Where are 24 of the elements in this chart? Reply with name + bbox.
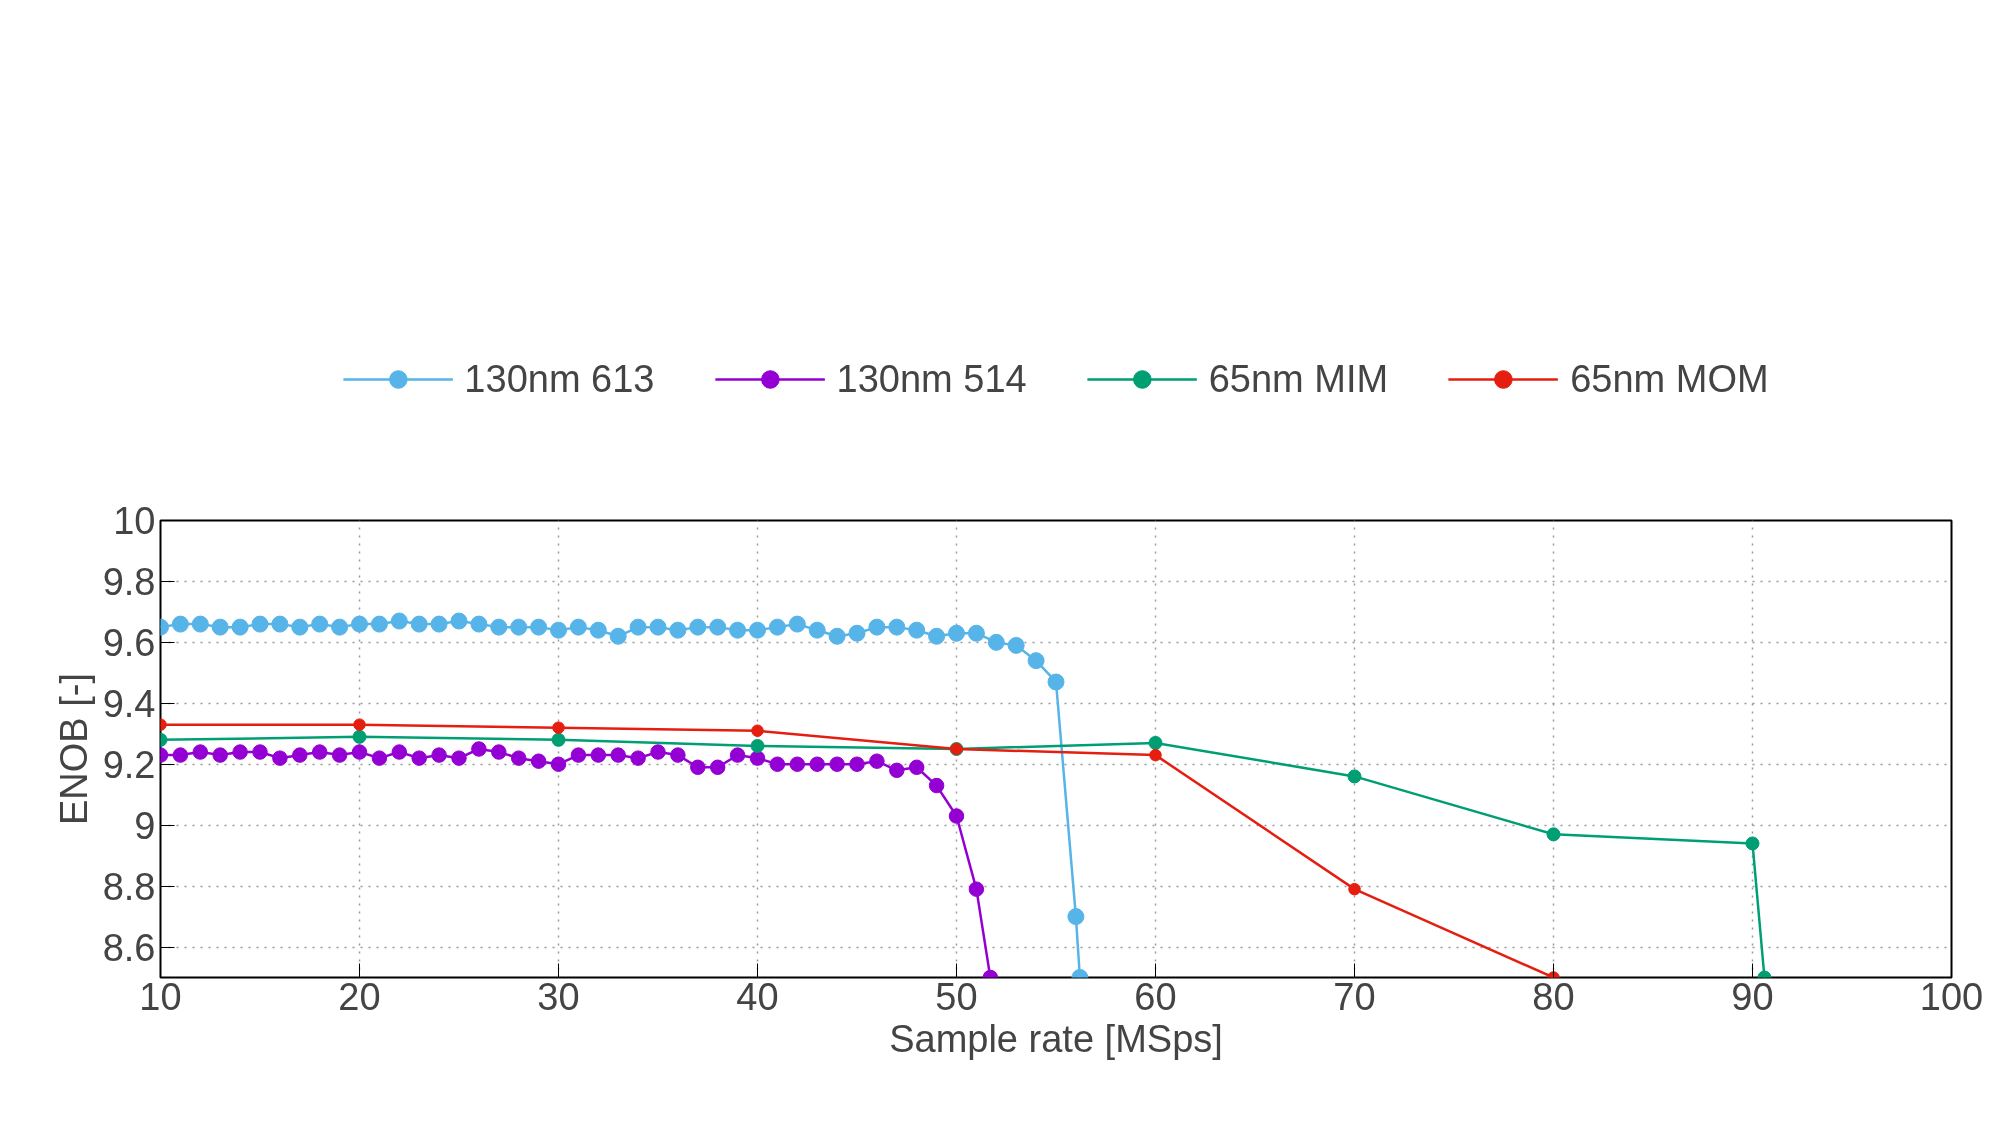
y-tick-label: 9.2 bbox=[102, 743, 156, 786]
x-tick-label: 40 bbox=[736, 975, 779, 1018]
x-tick-label: 60 bbox=[1134, 975, 1177, 1018]
x-tick-label: 90 bbox=[1731, 975, 1774, 1018]
y-tick-label: 9.8 bbox=[102, 560, 156, 603]
x-tick-label: 50 bbox=[935, 975, 978, 1018]
y-tick-label: 8.6 bbox=[102, 926, 156, 969]
legend-label: 65nm MIM bbox=[1208, 357, 1389, 401]
y-tick-label: 9 bbox=[134, 804, 156, 847]
y-tick-label: 9.6 bbox=[102, 621, 156, 664]
y-tick-label: 8.8 bbox=[102, 865, 156, 908]
x-tick-label: 20 bbox=[338, 975, 381, 1018]
x-tick-label: 100 bbox=[1919, 975, 1984, 1018]
x-tick-label: 30 bbox=[537, 975, 580, 1018]
legend-label: 130nm 514 bbox=[836, 357, 1027, 401]
y-tick-label: 9.4 bbox=[102, 682, 156, 725]
x-tick-label: 10 bbox=[139, 975, 182, 1018]
x-axis-title: Sample rate [MSps] bbox=[889, 1017, 1223, 1060]
y-axis-title: ENOB [-] bbox=[52, 672, 95, 826]
legend-label: 65nm MOM bbox=[1570, 357, 1769, 401]
legend-label: 130nm 613 bbox=[464, 357, 655, 401]
y-tick-label: 10 bbox=[113, 500, 156, 542]
x-tick-label: 80 bbox=[1532, 975, 1575, 1018]
x-tick-label: 70 bbox=[1333, 975, 1376, 1018]
